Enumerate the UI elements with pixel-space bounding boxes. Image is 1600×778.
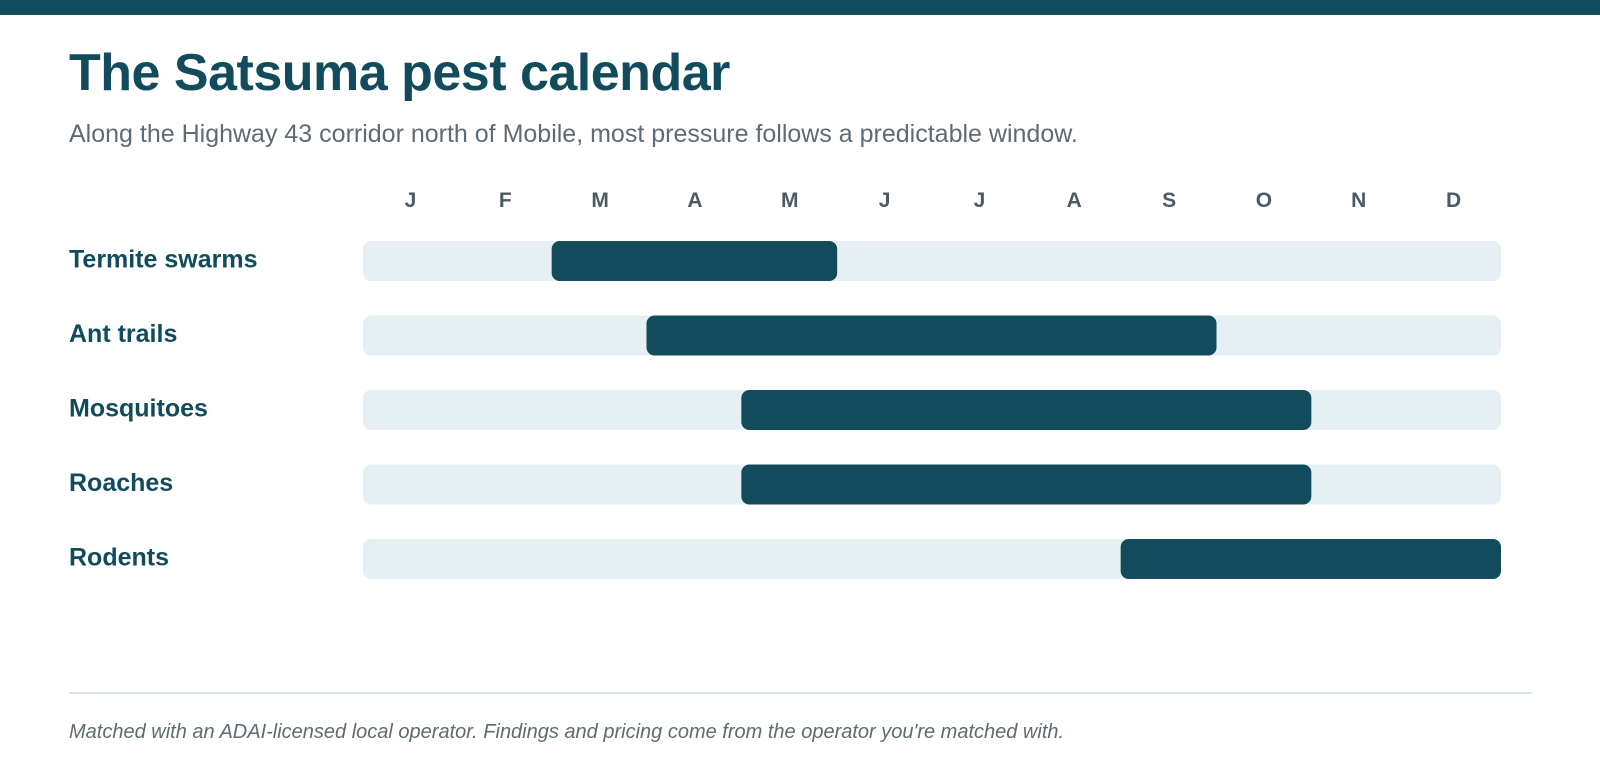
- month-label: F: [499, 189, 512, 212]
- pest-row: Mosquitoes: [69, 390, 1501, 430]
- pest-row-label: Termite swarms: [69, 246, 258, 274]
- month-label: M: [591, 189, 609, 212]
- month-label: M: [781, 189, 799, 212]
- activity-window-bar: [646, 315, 1217, 356]
- month-label: A: [1067, 189, 1082, 212]
- footer-divider: [69, 692, 1532, 694]
- month-label: J: [405, 189, 417, 212]
- month-label: S: [1162, 189, 1176, 212]
- pest-row: Roaches: [69, 464, 1501, 505]
- pest-row-label: Rodents: [69, 544, 169, 572]
- month-label: A: [687, 189, 702, 212]
- pest-calendar-chart: J F M A M J J A S O N D Termite swarms Ant trails Mos…: [69, 189, 1501, 579]
- top-accent-bar: [0, 0, 1600, 15]
- month-label: O: [1256, 189, 1272, 212]
- activity-window-bar: [741, 464, 1312, 505]
- month-label: N: [1351, 189, 1366, 212]
- page-subtitle: Along the Highway 43 corridor north of M…: [69, 120, 1078, 148]
- pest-row: Ant trails: [69, 315, 1501, 356]
- month-label: J: [974, 189, 986, 212]
- month-label: J: [879, 189, 891, 212]
- activity-window-bar: [741, 390, 1312, 430]
- page-title: The Satsuma pest calendar: [69, 44, 730, 102]
- activity-window-bar: [1120, 539, 1501, 579]
- pest-row-label: Ant trails: [69, 320, 177, 348]
- pest-row-label: Mosquitoes: [69, 395, 208, 423]
- pest-rows: Termite swarms Ant trails Mosquitoes Roache…: [69, 241, 1501, 579]
- month-label: D: [1446, 189, 1461, 212]
- pest-row: Rodents: [69, 539, 1501, 579]
- year-track: [363, 241, 1501, 281]
- pest-row-label: Roaches: [69, 469, 173, 497]
- footer-note: Matched with an ADAI-licensed local oper…: [69, 721, 1065, 743]
- pest-row: Termite swarms: [69, 241, 1501, 281]
- activity-window-bar: [551, 241, 838, 281]
